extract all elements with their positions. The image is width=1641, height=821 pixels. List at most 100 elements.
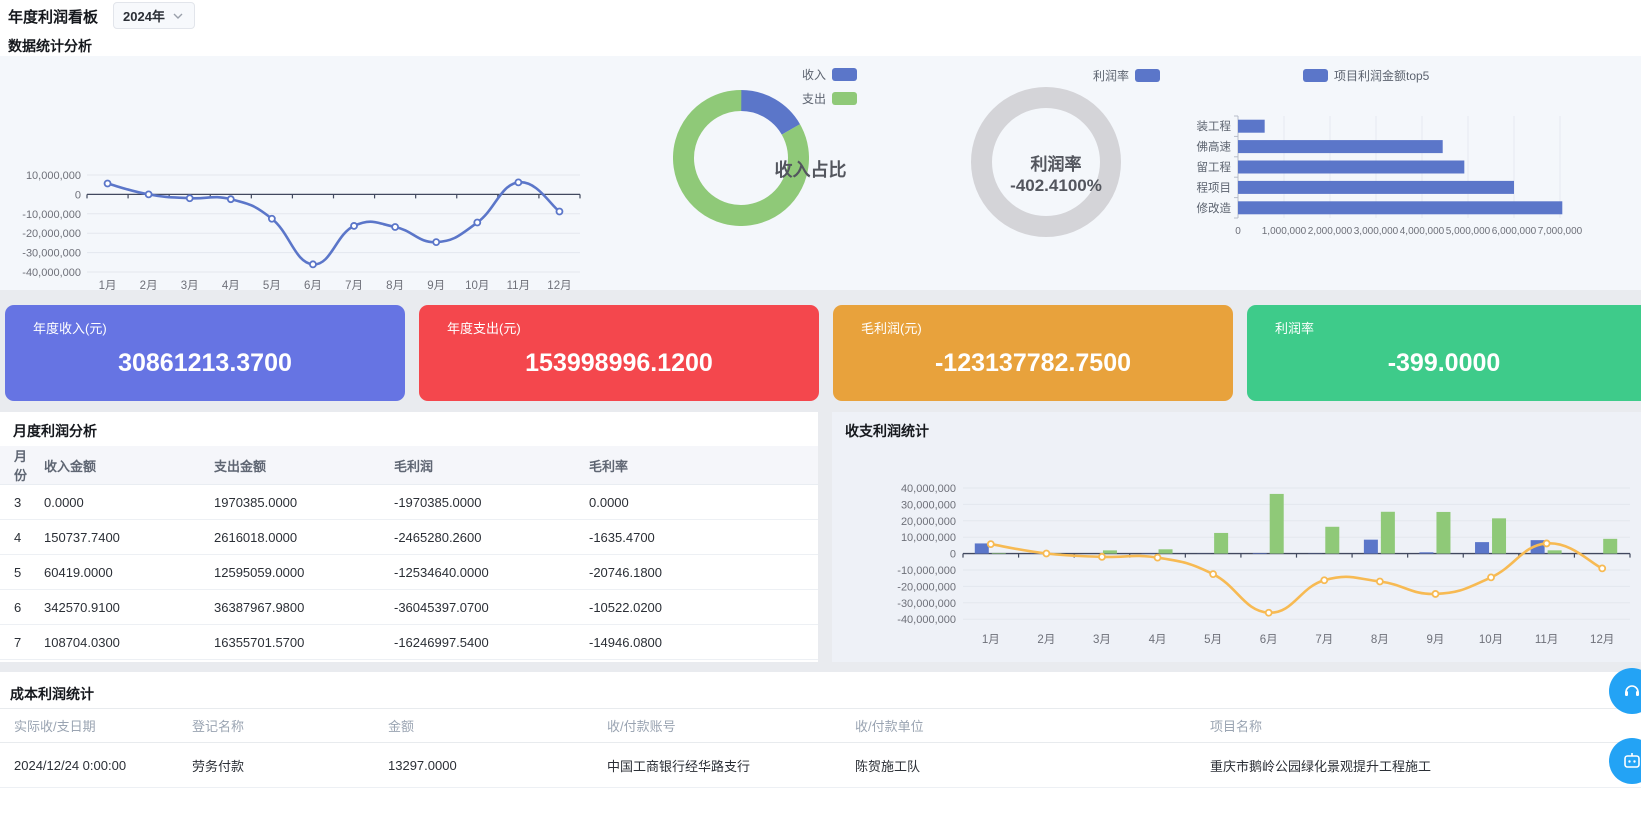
table-cell: -10522.0200 (585, 589, 818, 625)
table-cell: 7 (0, 624, 40, 660)
legend-item-expense[interactable]: 支出 (802, 90, 858, 107)
year-select-dropdown[interactable]: 2024年 (113, 2, 195, 29)
svg-text:1月: 1月 (982, 634, 1000, 646)
svg-text:4,000,000: 4,000,000 (1400, 226, 1445, 237)
monthly-table-row[interactable]: 7 108704.0300 16355701.5700 -16246997.5400-… (0, 624, 818, 660)
project-bar-legend[interactable]: 项目利润金额top5 (1303, 67, 1429, 84)
project-profit-bar-chart: 0 1,000,000 2,000,000 3,000,000 4,000,000 5,0… (1180, 102, 1585, 247)
column-header: 登记名称 (186, 708, 382, 743)
legend-profitrate-label: 利润率 (1093, 69, 1130, 83)
table-cell: 陈贺施工队 (849, 742, 1204, 788)
svg-text:-20,000,000: -20,000,000 (22, 228, 81, 240)
legend-item-income[interactable]: 收入 (802, 66, 858, 83)
table-cell: -1635.4700 (585, 519, 818, 555)
table-cell: 13297.0000 (382, 742, 601, 788)
svg-text:-30,000,000: -30,000,000 (22, 248, 81, 260)
table-cell: 2616018.0000 (210, 519, 390, 555)
legend-expense-swatch (832, 92, 858, 105)
svg-text:0: 0 (950, 549, 956, 561)
svg-text:-40,000,000: -40,000,000 (897, 614, 956, 626)
monthly-profit-line-chart: 10,000,000 0 -10,000,000 -20,000,000 -30,000… (15, 106, 590, 296)
table-cell: -1970385.0000 (390, 484, 585, 520)
kpi-value: -123137782.7500 (934, 349, 1132, 377)
svg-text:4月: 4月 (1149, 634, 1167, 646)
table-cell: -14946.0800 (585, 624, 818, 660)
table-cell: -2465280.2600 (390, 519, 585, 555)
profit-rate-center: 利润率 -402.4100% (971, 154, 1141, 197)
table-cell: 劳务付款 (186, 742, 382, 788)
legend-income-label: 收入 (802, 68, 827, 82)
table-cell: 150737.7400 (40, 519, 210, 555)
headset-icon (1625, 685, 1639, 696)
table-cell: -36045397.0700 (390, 589, 585, 625)
kpi-value: -399.0000 (1387, 349, 1501, 377)
kpi-label: 年度支出(元) (447, 321, 521, 336)
svg-text:12月: 12月 (547, 280, 571, 291)
kpi-card-annual-income: 年度收入(元) 30861213.3700 (5, 305, 405, 401)
table-cell: -16246997.5400 (390, 624, 585, 660)
cost-panel-title: 成本利润统计 (10, 686, 94, 702)
income-expense-combo-chart: 40,000,000 30,000,000 20,000,000 10,000,000… (860, 446, 1640, 663)
monthly-profit-table: 月份 收入金额 支出金额 毛利润 毛利率 3 0.0000 1970385.0000 -197… (0, 446, 818, 660)
svg-text:7,000,000: 7,000,000 (1538, 226, 1583, 237)
svg-text:装工程: 装工程 (1197, 120, 1232, 133)
svg-text:6月: 6月 (304, 280, 322, 291)
svg-text:4月: 4月 (222, 280, 240, 291)
svg-text:5月: 5月 (263, 280, 281, 291)
svg-text:5月: 5月 (1204, 634, 1222, 646)
svg-text:3月: 3月 (181, 280, 199, 291)
year-select-value: 2024年 (123, 9, 165, 24)
column-header: 金额 (382, 708, 601, 743)
svg-text:30,000,000: 30,000,000 (901, 499, 956, 511)
table-cell: 0.0000 (585, 484, 818, 520)
svg-text:8月: 8月 (1371, 634, 1389, 646)
profit-rate-center-value: -402.4100% (1010, 176, 1102, 196)
svg-text:1月: 1月 (99, 280, 117, 291)
monthly-table-head: 月份 收入金额 支出金额 毛利润 毛利率 (0, 446, 818, 485)
table-cell: 4 (0, 519, 40, 555)
svg-text:9月: 9月 (1427, 634, 1445, 646)
stats-section-title: 数据统计分析 (8, 38, 92, 54)
floating-robot-button[interactable] (1609, 738, 1641, 784)
kpi-value: 153998996.1200 (525, 349, 713, 377)
svg-text:7月: 7月 (345, 280, 363, 291)
robot-icon (1624, 753, 1640, 768)
floating-service-button[interactable] (1609, 668, 1641, 714)
table-cell: 6 (0, 589, 40, 625)
svg-text:10月: 10月 (465, 280, 489, 291)
table-cell: 重庆市鹅岭公园绿化景观提升工程施工 (1204, 742, 1641, 788)
svg-text:8月: 8月 (386, 280, 404, 291)
profit-rate-donut-chart (971, 87, 1121, 242)
kpi-label: 毛利润(元) (861, 321, 922, 336)
combo-panel-title: 收支利润统计 (845, 423, 929, 439)
column-header: 收/付款账号 (601, 708, 849, 743)
svg-text:11月: 11月 (1535, 634, 1558, 646)
svg-text:5,000,000: 5,000,000 (1446, 226, 1491, 237)
monthly-table-row[interactable]: 3 0.0000 1970385.0000 -1970385.0000 0.0000 (0, 484, 818, 520)
kpi-label: 利润率 (1275, 321, 1315, 336)
table-cell: 3 (0, 484, 40, 520)
svg-text:6月: 6月 (1260, 634, 1278, 646)
svg-text:-40,000,000: -40,000,000 (22, 267, 81, 279)
svg-text:-10,000,000: -10,000,000 (22, 209, 81, 221)
svg-text:7月: 7月 (1315, 634, 1333, 646)
table-cell: 36387967.9800 (210, 589, 390, 625)
income-expense-panel: 收支利润统计 40,000,000 30,000,000 20,000,000 10,… (832, 412, 1641, 662)
svg-text:2,000,000: 2,000,000 (1308, 226, 1353, 237)
monthly-table-row[interactable]: 4 150737.7400 2616018.0000 -2465280.2600 -16… (0, 519, 818, 555)
monthly-profit-panel: 月度利润分析 月份 收入金额 支出金额 毛利润 毛利率 3 0.0000 1970385.0… (0, 412, 818, 662)
column-header: 毛利润 (390, 446, 585, 485)
table-cell: 2024/12/24 0:00:00 (0, 742, 186, 788)
profit-rate-legend[interactable]: 利润率 (1093, 67, 1161, 84)
cost-profit-table: 实际收/支日期 登记名称 金额 收/付款账号 收/付款单位 项目名称 2024/12/24… (0, 708, 1641, 788)
svg-text:2月: 2月 (140, 280, 158, 291)
svg-text:3月: 3月 (1093, 634, 1111, 646)
kpi-card-profit-rate: 利润率 -399.0000 (1247, 305, 1641, 401)
monthly-table-row[interactable]: 6 342570.9100 36387967.9800 -36045397.0700-… (0, 589, 818, 625)
kpi-row: 年度收入(元) 30861213.3700 年度支出(元) 153998996.… (0, 305, 1641, 401)
monthly-table-row[interactable]: 5 60419.0000 12595059.0000 -12534640.0000 -2… (0, 554, 818, 590)
cost-table-row[interactable]: 2024/12/24 0:00:00 劳务付款 13297.0000 中国工商银行经华… (0, 742, 1641, 788)
svg-text:3,000,000: 3,000,000 (1354, 226, 1399, 237)
table-cell: 中国工商银行经华路支行 (601, 742, 849, 788)
